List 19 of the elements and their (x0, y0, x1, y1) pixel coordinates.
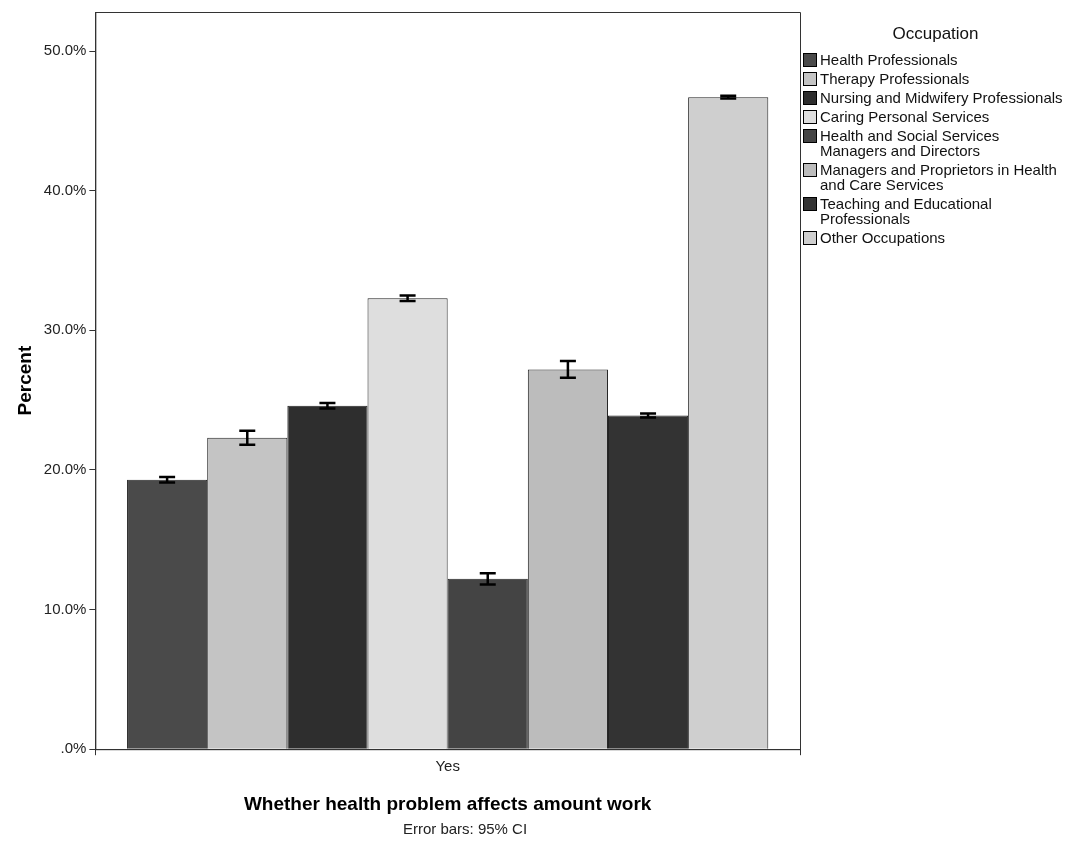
legend-label: Therapy Professionals (820, 70, 970, 87)
y-axis-title: Percent (13, 345, 35, 416)
y-tick-label: 20.0% (43, 460, 87, 478)
legend-label: Health Professionals (820, 51, 958, 68)
y-tick-label: 10.0% (43, 599, 87, 617)
legend-label: Teaching and Educational Professionals (820, 195, 993, 227)
legend-title: Occupation (891, 24, 980, 44)
x-tick-label: Yes (435, 757, 460, 775)
x-axis-title: Whether health problem affects amount work (243, 792, 652, 814)
text: Error bars: 95% CI (401, 820, 529, 837)
legend-label: Managers and Proprietors in Health and Care Services (820, 161, 1058, 193)
legend-label: Nursing and Midwifery Professionals (820, 89, 1063, 106)
legend-label: Health and Social Services Managers and Directors (820, 127, 1001, 159)
legend-label: Other Occupations (820, 229, 946, 246)
y-tick-label: .0% (60, 739, 87, 757)
y-tick-label: 50.0% (43, 41, 87, 59)
y-tick-label: 40.0% (43, 180, 87, 198)
legend-label: Caring Personal Services (820, 108, 990, 125)
y-tick-label: 30.0% (43, 320, 87, 338)
